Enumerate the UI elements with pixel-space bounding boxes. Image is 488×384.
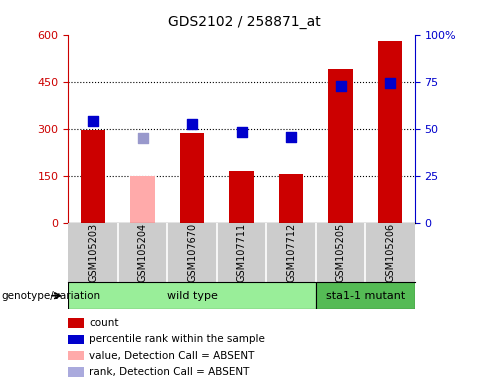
Text: GSM105203: GSM105203	[88, 223, 98, 282]
Text: percentile rank within the sample: percentile rank within the sample	[89, 334, 265, 344]
Point	[89, 118, 97, 124]
Bar	[229, 171, 254, 223]
Bar	[68, 282, 316, 309]
Point	[139, 135, 146, 141]
Text: rank, Detection Call = ABSENT: rank, Detection Call = ABSENT	[89, 367, 249, 377]
Text: GSM107670: GSM107670	[187, 223, 197, 282]
Bar	[180, 133, 204, 223]
Text: GDS2102 / 258871_at: GDS2102 / 258871_at	[167, 15, 321, 29]
Text: genotype/variation: genotype/variation	[1, 291, 101, 301]
Text: GSM105204: GSM105204	[138, 223, 147, 282]
Text: GSM107711: GSM107711	[237, 223, 246, 282]
Point	[337, 83, 345, 89]
Text: count: count	[89, 318, 119, 328]
Text: sta1-1 mutant: sta1-1 mutant	[325, 291, 405, 301]
Point	[287, 134, 295, 140]
Bar	[279, 174, 304, 223]
Bar	[316, 282, 415, 309]
Text: value, Detection Call = ABSENT: value, Detection Call = ABSENT	[89, 351, 254, 361]
Bar	[378, 41, 403, 223]
Point	[188, 121, 196, 127]
Bar	[68, 367, 84, 377]
Bar	[130, 176, 155, 223]
Text: GSM105205: GSM105205	[336, 223, 346, 282]
Point	[386, 80, 394, 86]
Bar	[328, 69, 353, 223]
Point	[238, 129, 245, 135]
Bar	[68, 318, 84, 328]
Text: wild type: wild type	[166, 291, 218, 301]
Bar	[68, 335, 84, 344]
Text: GSM107712: GSM107712	[286, 223, 296, 282]
Text: GSM105206: GSM105206	[385, 223, 395, 282]
Bar	[81, 130, 105, 223]
Bar	[68, 351, 84, 360]
